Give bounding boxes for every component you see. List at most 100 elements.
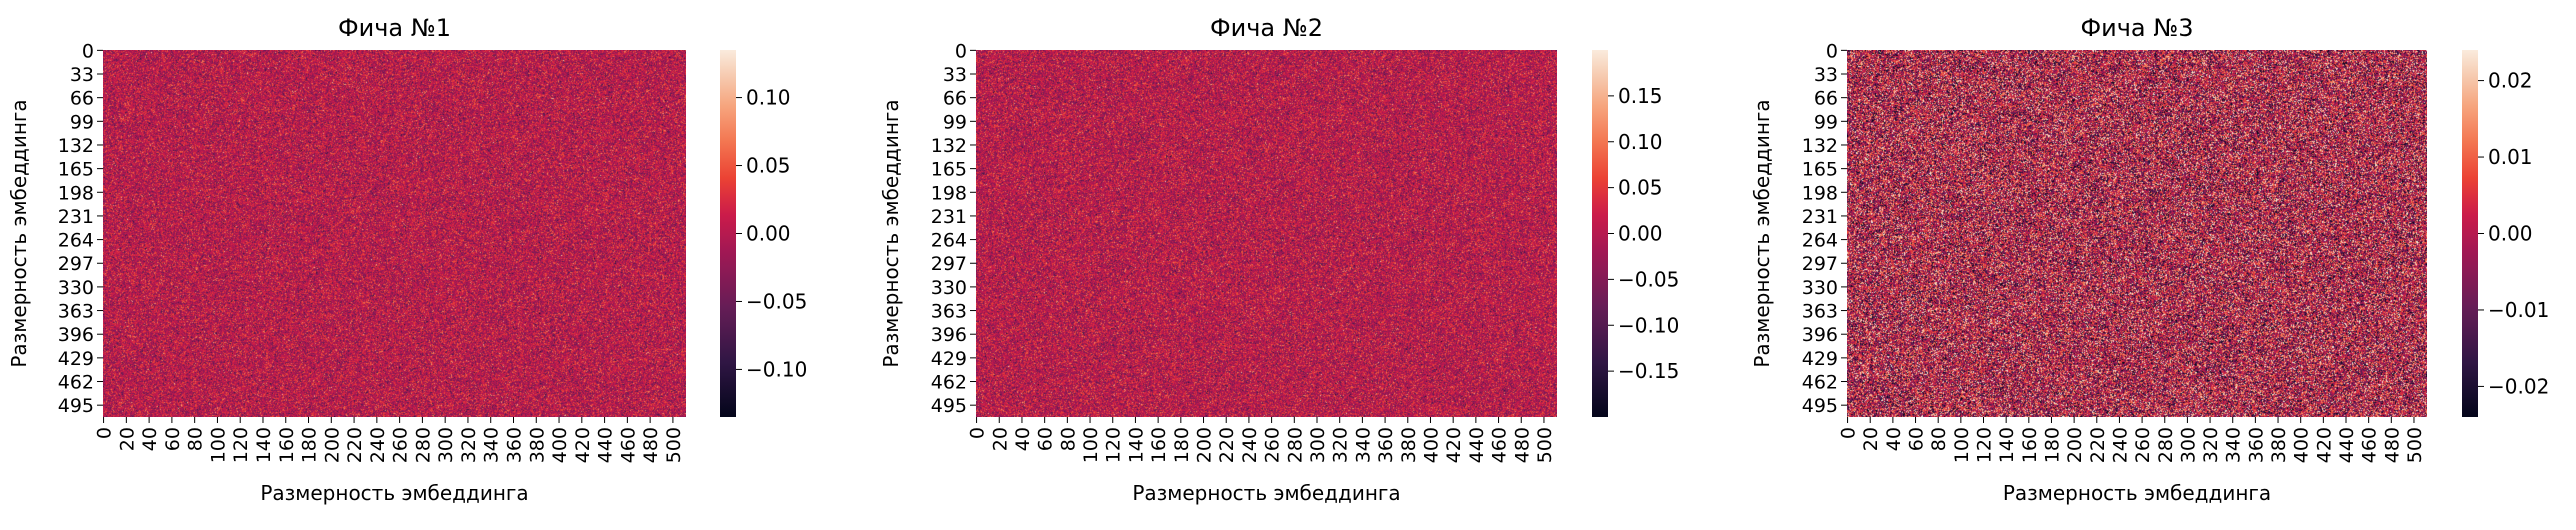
y-axis-label: Размерность эмбеддинга: [1750, 99, 1774, 367]
x-tick-label: 480: [2381, 427, 2403, 463]
colorbar-tick-label: 0.10: [746, 86, 791, 110]
y-tick-label: 231: [1802, 206, 1838, 228]
y-tick-label: 462: [58, 372, 94, 394]
y-tick-label: 462: [1802, 372, 1838, 394]
x-tick-label: 380: [526, 427, 548, 463]
x-tick-label: 120: [1103, 427, 1125, 463]
y-tick-label: 33: [1814, 64, 1838, 86]
chart-title: Фича №1: [338, 14, 451, 42]
x-tick-label: 440: [595, 427, 617, 463]
y-tick-label: 429: [58, 348, 94, 370]
x-tick-label: 340: [481, 427, 503, 463]
x-tick-label: 400: [1420, 427, 1442, 463]
x-tick-label: 180: [299, 427, 321, 463]
x-tick-label: 400: [549, 427, 571, 463]
y-tick-label: 363: [931, 301, 967, 323]
x-tick-label: 40: [139, 427, 161, 451]
colorbar-tick-label: 0.00: [2488, 222, 2533, 246]
x-tick-label: 0: [967, 427, 989, 439]
x-tick-label: 20: [989, 427, 1011, 451]
y-tick-label: 297: [1802, 253, 1838, 275]
x-tick-label: 280: [412, 427, 434, 463]
heatmap-cells: [103, 50, 686, 417]
y-tick-label: 396: [58, 324, 94, 346]
y-tick-label: 297: [931, 253, 967, 275]
x-tick-label: 280: [2155, 427, 2177, 463]
x-tick-label: 320: [458, 427, 480, 463]
heatmap-cells: [1847, 50, 2427, 417]
colorbar-tick-label: −0.05: [746, 289, 807, 313]
y-tick-label: 66: [1814, 88, 1838, 110]
x-tick-label: 440: [1466, 427, 1488, 463]
heatmap-panel-3: Фича №3033669913216519823126429733036339…: [1750, 14, 2549, 505]
heatmap-cells: [976, 50, 1557, 417]
x-tick-label: 200: [1194, 427, 1216, 463]
x-tick-label: 100: [1951, 427, 1973, 463]
x-tick-label: 240: [2109, 427, 2131, 463]
x-tick-label: 220: [344, 427, 366, 463]
colorbar-tick-label: −0.02: [2488, 374, 2549, 398]
x-tick-label: 260: [2132, 427, 2154, 463]
heatmap-panel-1: Фича №1033669913216519823126429733036339…: [7, 14, 807, 505]
y-tick-label: 363: [1802, 301, 1838, 323]
x-tick-label: 0: [1838, 427, 1860, 439]
x-tick-label: 340: [1352, 427, 1374, 463]
colorbar-tick-label: 0.05: [1618, 176, 1663, 200]
x-tick-label: 480: [640, 427, 662, 463]
x-tick-label: 400: [2291, 427, 2313, 463]
x-tick-label: 380: [1398, 427, 1420, 463]
colorbar-tick-label: 0.00: [746, 222, 791, 246]
y-tick-label: 66: [70, 88, 94, 110]
x-tick-label: 500: [2404, 427, 2426, 463]
x-tick-label: 20: [1860, 427, 1882, 451]
x-tick-label: 360: [503, 427, 525, 463]
y-tick-label: 231: [931, 206, 967, 228]
x-tick-label: 420: [572, 427, 594, 463]
x-tick-label: 80: [185, 427, 207, 451]
x-tick-label: 120: [1974, 427, 1996, 463]
y-tick-label: 33: [70, 64, 94, 86]
x-tick-label: 180: [1171, 427, 1193, 463]
x-tick-label: 160: [276, 427, 298, 463]
x-tick-label: 320: [2200, 427, 2222, 463]
y-axis-label: Размерность эмбеддинга: [7, 99, 31, 367]
x-tick-label: 100: [1080, 427, 1102, 463]
x-axis-label: Размерность эмбеддинга: [2003, 481, 2271, 505]
heatmap-panel-2: Фича №2033669913216519823126429733036339…: [879, 14, 1679, 505]
colorbar-tick-label: −0.10: [746, 357, 807, 381]
y-tick-label: 132: [58, 135, 94, 157]
x-tick-label: 60: [162, 427, 184, 451]
x-tick-label: 240: [1239, 427, 1261, 463]
x-tick-label: 180: [2041, 427, 2063, 463]
x-tick-label: 60: [1906, 427, 1928, 451]
y-tick-label: 198: [58, 182, 94, 204]
x-tick-label: 220: [2087, 427, 2109, 463]
y-tick-label: 165: [58, 159, 94, 181]
x-tick-label: 220: [1216, 427, 1238, 463]
y-tick-label: 330: [931, 277, 967, 299]
x-tick-label: 140: [1125, 427, 1147, 463]
x-tick-label: 460: [1489, 427, 1511, 463]
x-tick-label: 140: [253, 427, 275, 463]
y-tick-label: 66: [943, 88, 967, 110]
y-tick-label: 231: [58, 206, 94, 228]
x-tick-label: 480: [1511, 427, 1533, 463]
y-tick-label: 462: [931, 372, 967, 394]
x-tick-label: 80: [1928, 427, 1950, 451]
y-tick-label: 33: [943, 64, 967, 86]
x-tick-label: 160: [1148, 427, 1170, 463]
y-tick-label: 0: [82, 40, 94, 62]
x-tick-label: 420: [1443, 427, 1465, 463]
colorbar: [2462, 50, 2478, 417]
x-tick-label: 40: [1012, 427, 1034, 451]
x-tick-label: 280: [1284, 427, 1306, 463]
x-tick-label: 420: [2313, 427, 2335, 463]
x-tick-label: 80: [1057, 427, 1079, 451]
colorbar-tick-label: −0.10: [1618, 313, 1679, 337]
x-tick-label: 40: [1883, 427, 1905, 451]
y-tick-label: 330: [58, 277, 94, 299]
x-tick-label: 200: [321, 427, 343, 463]
y-tick-label: 0: [955, 40, 967, 62]
y-tick-label: 495: [1802, 395, 1838, 417]
